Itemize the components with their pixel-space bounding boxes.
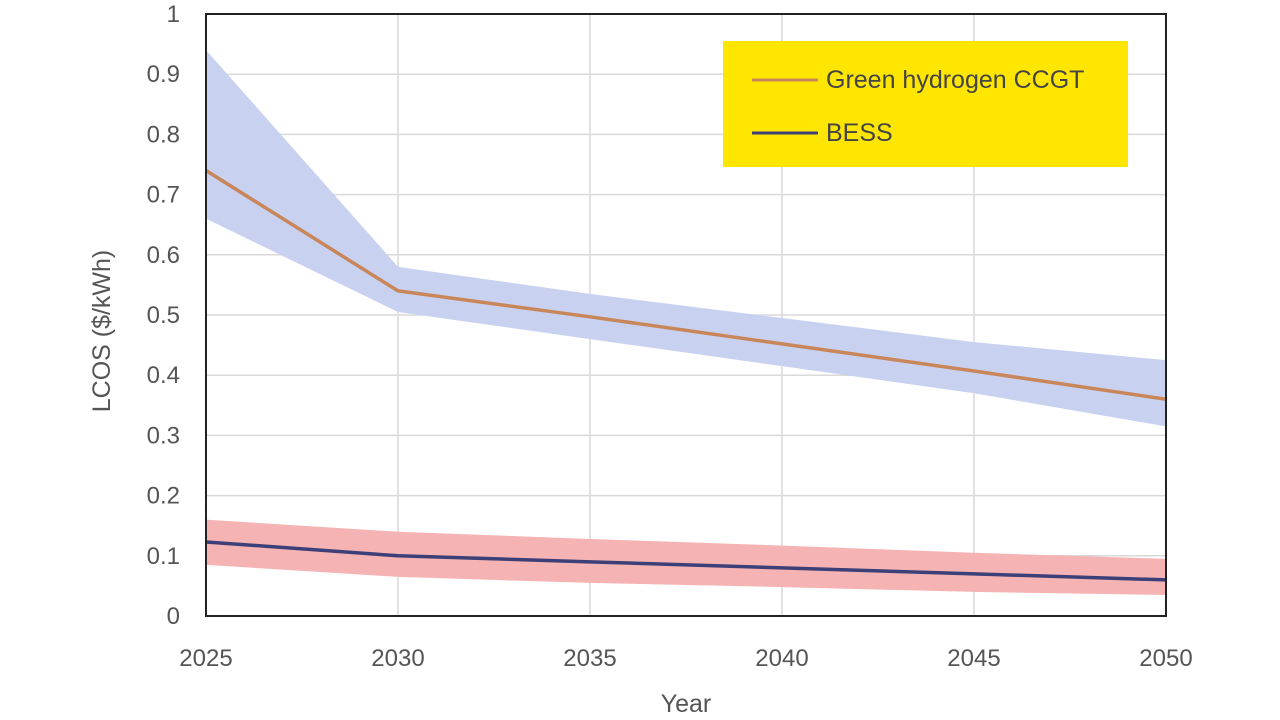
legend-label-bess: BESS <box>826 119 893 147</box>
y-tick-label: 0.9 <box>147 61 180 88</box>
legend: Green hydrogen CCGT BESS <box>723 41 1128 167</box>
x-tick-label: 2035 <box>563 645 616 672</box>
x-tick-label: 2030 <box>371 645 424 672</box>
x-tick-label: 2050 <box>1139 645 1192 672</box>
line-series-1 <box>205 540 1167 582</box>
x-tick-label: 2025 <box>179 645 232 672</box>
plot-area-frame <box>205 13 1167 617</box>
y-tick-labels: 0 0.1 0.2 0.3 0.4 0.5 0.6 0.7 0.8 0.9 1 <box>147 1 180 630</box>
x-tick-labels: 2025 2030 2035 2040 2045 2050 <box>179 645 1192 672</box>
y-tick-label: 0.4 <box>147 362 180 389</box>
y-tick-label: 0.7 <box>147 182 180 209</box>
legend-label-green-hydrogen: Green hydrogen CCGT <box>826 66 1084 94</box>
y-tick-label: 0.6 <box>147 242 180 269</box>
y-tick-label: 0.8 <box>147 121 180 148</box>
band-series-1 <box>206 519 1166 595</box>
y-tick-label: 0.5 <box>147 302 180 329</box>
y-axis-title: LCOS ($/kWh) <box>88 250 116 413</box>
confidence-bands <box>206 50 1166 595</box>
y-tick-label: 0.1 <box>147 543 180 570</box>
y-tick-label: 0 <box>167 603 180 630</box>
line-series-0 <box>205 169 1167 402</box>
x-tick-label: 2045 <box>947 645 1000 672</box>
x-axis-title: Year <box>661 690 712 718</box>
y-tick-label: 1 <box>167 1 180 28</box>
y-tick-label: 0.2 <box>147 483 180 510</box>
band-series-0 <box>206 50 1166 427</box>
x-tick-label: 2040 <box>755 645 808 672</box>
legend-box <box>723 41 1128 167</box>
y-tick-label: 0.3 <box>147 422 180 449</box>
